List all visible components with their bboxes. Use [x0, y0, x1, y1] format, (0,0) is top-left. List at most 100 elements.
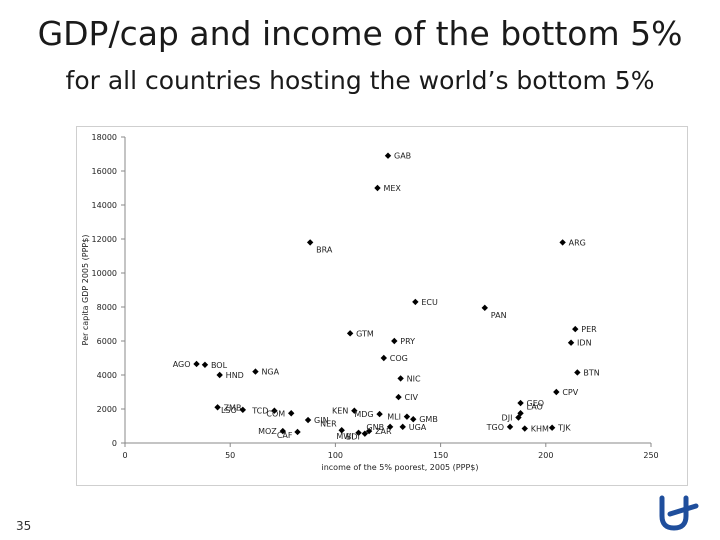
- university-logo-icon: [659, 495, 699, 531]
- point-label-khm: KHM: [531, 425, 549, 434]
- point-label-ecu: ECU: [421, 298, 438, 307]
- data-point-gnb: [386, 423, 394, 431]
- x-tick-label: 250: [643, 451, 658, 460]
- chart-frame: 0 2000 4000 6000 8000 10000 12000 14000 16000 180…: [76, 126, 688, 486]
- point-label-pan: PAN: [491, 311, 507, 320]
- y-tick-label: 8000: [97, 303, 117, 312]
- point-label-zar: ZAR: [375, 427, 392, 436]
- point-label-tgo: TGO: [486, 423, 504, 432]
- point-label-mwi: MWI: [336, 432, 353, 441]
- data-point-arg: [559, 239, 566, 246]
- data-point-gab: [384, 152, 392, 159]
- point-label-ken: KEN: [332, 407, 348, 416]
- x-axis-title: income of the 5% poorest, 2005 (PPP$): [321, 463, 478, 472]
- point-label-bdi: BDI: [346, 433, 360, 442]
- data-point-nga: [252, 368, 259, 375]
- point-label-bra: BRA: [316, 245, 333, 254]
- data-point-caf: [294, 428, 301, 436]
- data-point-tjk: [548, 424, 556, 431]
- point-label-com: COM: [266, 409, 285, 418]
- data-point-ecu: [412, 298, 419, 306]
- data-point-zar: [365, 427, 373, 435]
- data-point-khm: [521, 425, 528, 432]
- point-label-lso: LSO: [221, 406, 237, 415]
- x-tick-label: 200: [538, 451, 553, 460]
- data-point-mdg: [376, 410, 383, 418]
- point-label-arg: ARG: [569, 238, 586, 247]
- x-tick-label: 0: [122, 451, 127, 460]
- data-point-mli: [403, 413, 411, 420]
- point-label-bol: BOL: [211, 361, 228, 370]
- data-point-cog: [380, 354, 387, 362]
- page-number: 35: [16, 519, 32, 533]
- point-label-gtm: GTM: [356, 329, 374, 338]
- point-label-tjk: TJK: [557, 424, 571, 433]
- data-point-btn: [574, 369, 581, 376]
- y-tick-label: 2000: [97, 405, 117, 414]
- data-point-pan: [481, 304, 488, 312]
- x-tick-label: 50: [225, 451, 235, 460]
- data-point-ken: [351, 407, 358, 414]
- data-point-gtm: [346, 330, 354, 337]
- data-point-ner: [338, 427, 345, 434]
- y-tick-label: 0: [112, 439, 117, 448]
- data-point-bra: [306, 239, 314, 246]
- point-label-lao: LAO: [527, 402, 543, 411]
- y-tick-label: 10000: [92, 269, 117, 278]
- point-label-gmb: GMB: [419, 415, 438, 424]
- point-label-tcd: TCD: [251, 407, 268, 416]
- data-point-com: [288, 410, 295, 417]
- data-point-ago: [193, 360, 200, 368]
- point-label-cpv: CPV: [562, 388, 578, 397]
- point-label-dji: DJI: [502, 414, 513, 423]
- x-tick-label: 150: [433, 451, 448, 460]
- data-point-bol: [201, 361, 209, 368]
- y-axis-title: Per capita GDP 2005 (PPP$): [81, 235, 90, 346]
- y-tick-label: 4000: [97, 371, 117, 380]
- slide-subtitle: for all countries hosting the world’s bo…: [65, 66, 655, 95]
- point-label-mex: MEX: [383, 184, 401, 193]
- point-label-ago: AGO: [173, 360, 191, 369]
- point-label-zmb: ZMB: [224, 403, 242, 412]
- point-label-ner: NER: [320, 419, 337, 428]
- slide-title: GDP/cap and income of the bottom 5%: [37, 14, 683, 53]
- data-point-cpv: [553, 388, 560, 396]
- point-label-btn: BTN: [583, 368, 599, 377]
- point-label-hnd: HND: [226, 371, 244, 380]
- data-point-per: [572, 325, 579, 333]
- data-point-hnd: [216, 371, 223, 379]
- point-label-pry: PRY: [400, 337, 415, 346]
- data-point-zmb: [214, 404, 221, 411]
- point-label-gin: GIN: [314, 416, 329, 425]
- data-point-lso: [239, 406, 247, 414]
- point-label-moz: MOZ: [258, 427, 277, 436]
- data-point-tgo: [506, 423, 514, 431]
- scatter-chart: 0200040006000800010000120001400016000180…: [81, 133, 659, 472]
- y-tick-label: 14000: [92, 201, 117, 210]
- data-point-dji: [515, 414, 522, 421]
- y-tick-label: 12000: [92, 235, 117, 244]
- point-label-idn: IDN: [577, 339, 592, 348]
- point-label-cog: COG: [390, 354, 408, 363]
- point-label-nga: NGA: [261, 368, 279, 377]
- point-label-per: PER: [581, 325, 597, 334]
- y-tick-label: 16000: [92, 167, 117, 176]
- data-point-pry: [391, 337, 398, 345]
- point-label-gnb: GNB: [366, 423, 384, 432]
- data-point-mwi: [355, 429, 362, 436]
- data-point-gin: [304, 416, 312, 424]
- data-point-civ: [395, 393, 402, 401]
- data-point-moz: [279, 427, 286, 435]
- point-label-geo: GEO: [527, 399, 545, 408]
- data-point-idn: [567, 339, 575, 346]
- point-label-nic: NIC: [407, 374, 421, 383]
- point-label-uga: UGA: [409, 423, 427, 432]
- data-point-nic: [397, 375, 404, 382]
- y-tick-label: 6000: [97, 337, 117, 346]
- y-tick-label: 18000: [92, 133, 117, 142]
- data-point-geo: [517, 399, 524, 407]
- x-tick-label: 100: [328, 451, 343, 460]
- point-label-mli: MLI: [387, 413, 401, 422]
- data-point-gmb: [410, 416, 417, 423]
- point-label-civ: CIV: [405, 393, 419, 402]
